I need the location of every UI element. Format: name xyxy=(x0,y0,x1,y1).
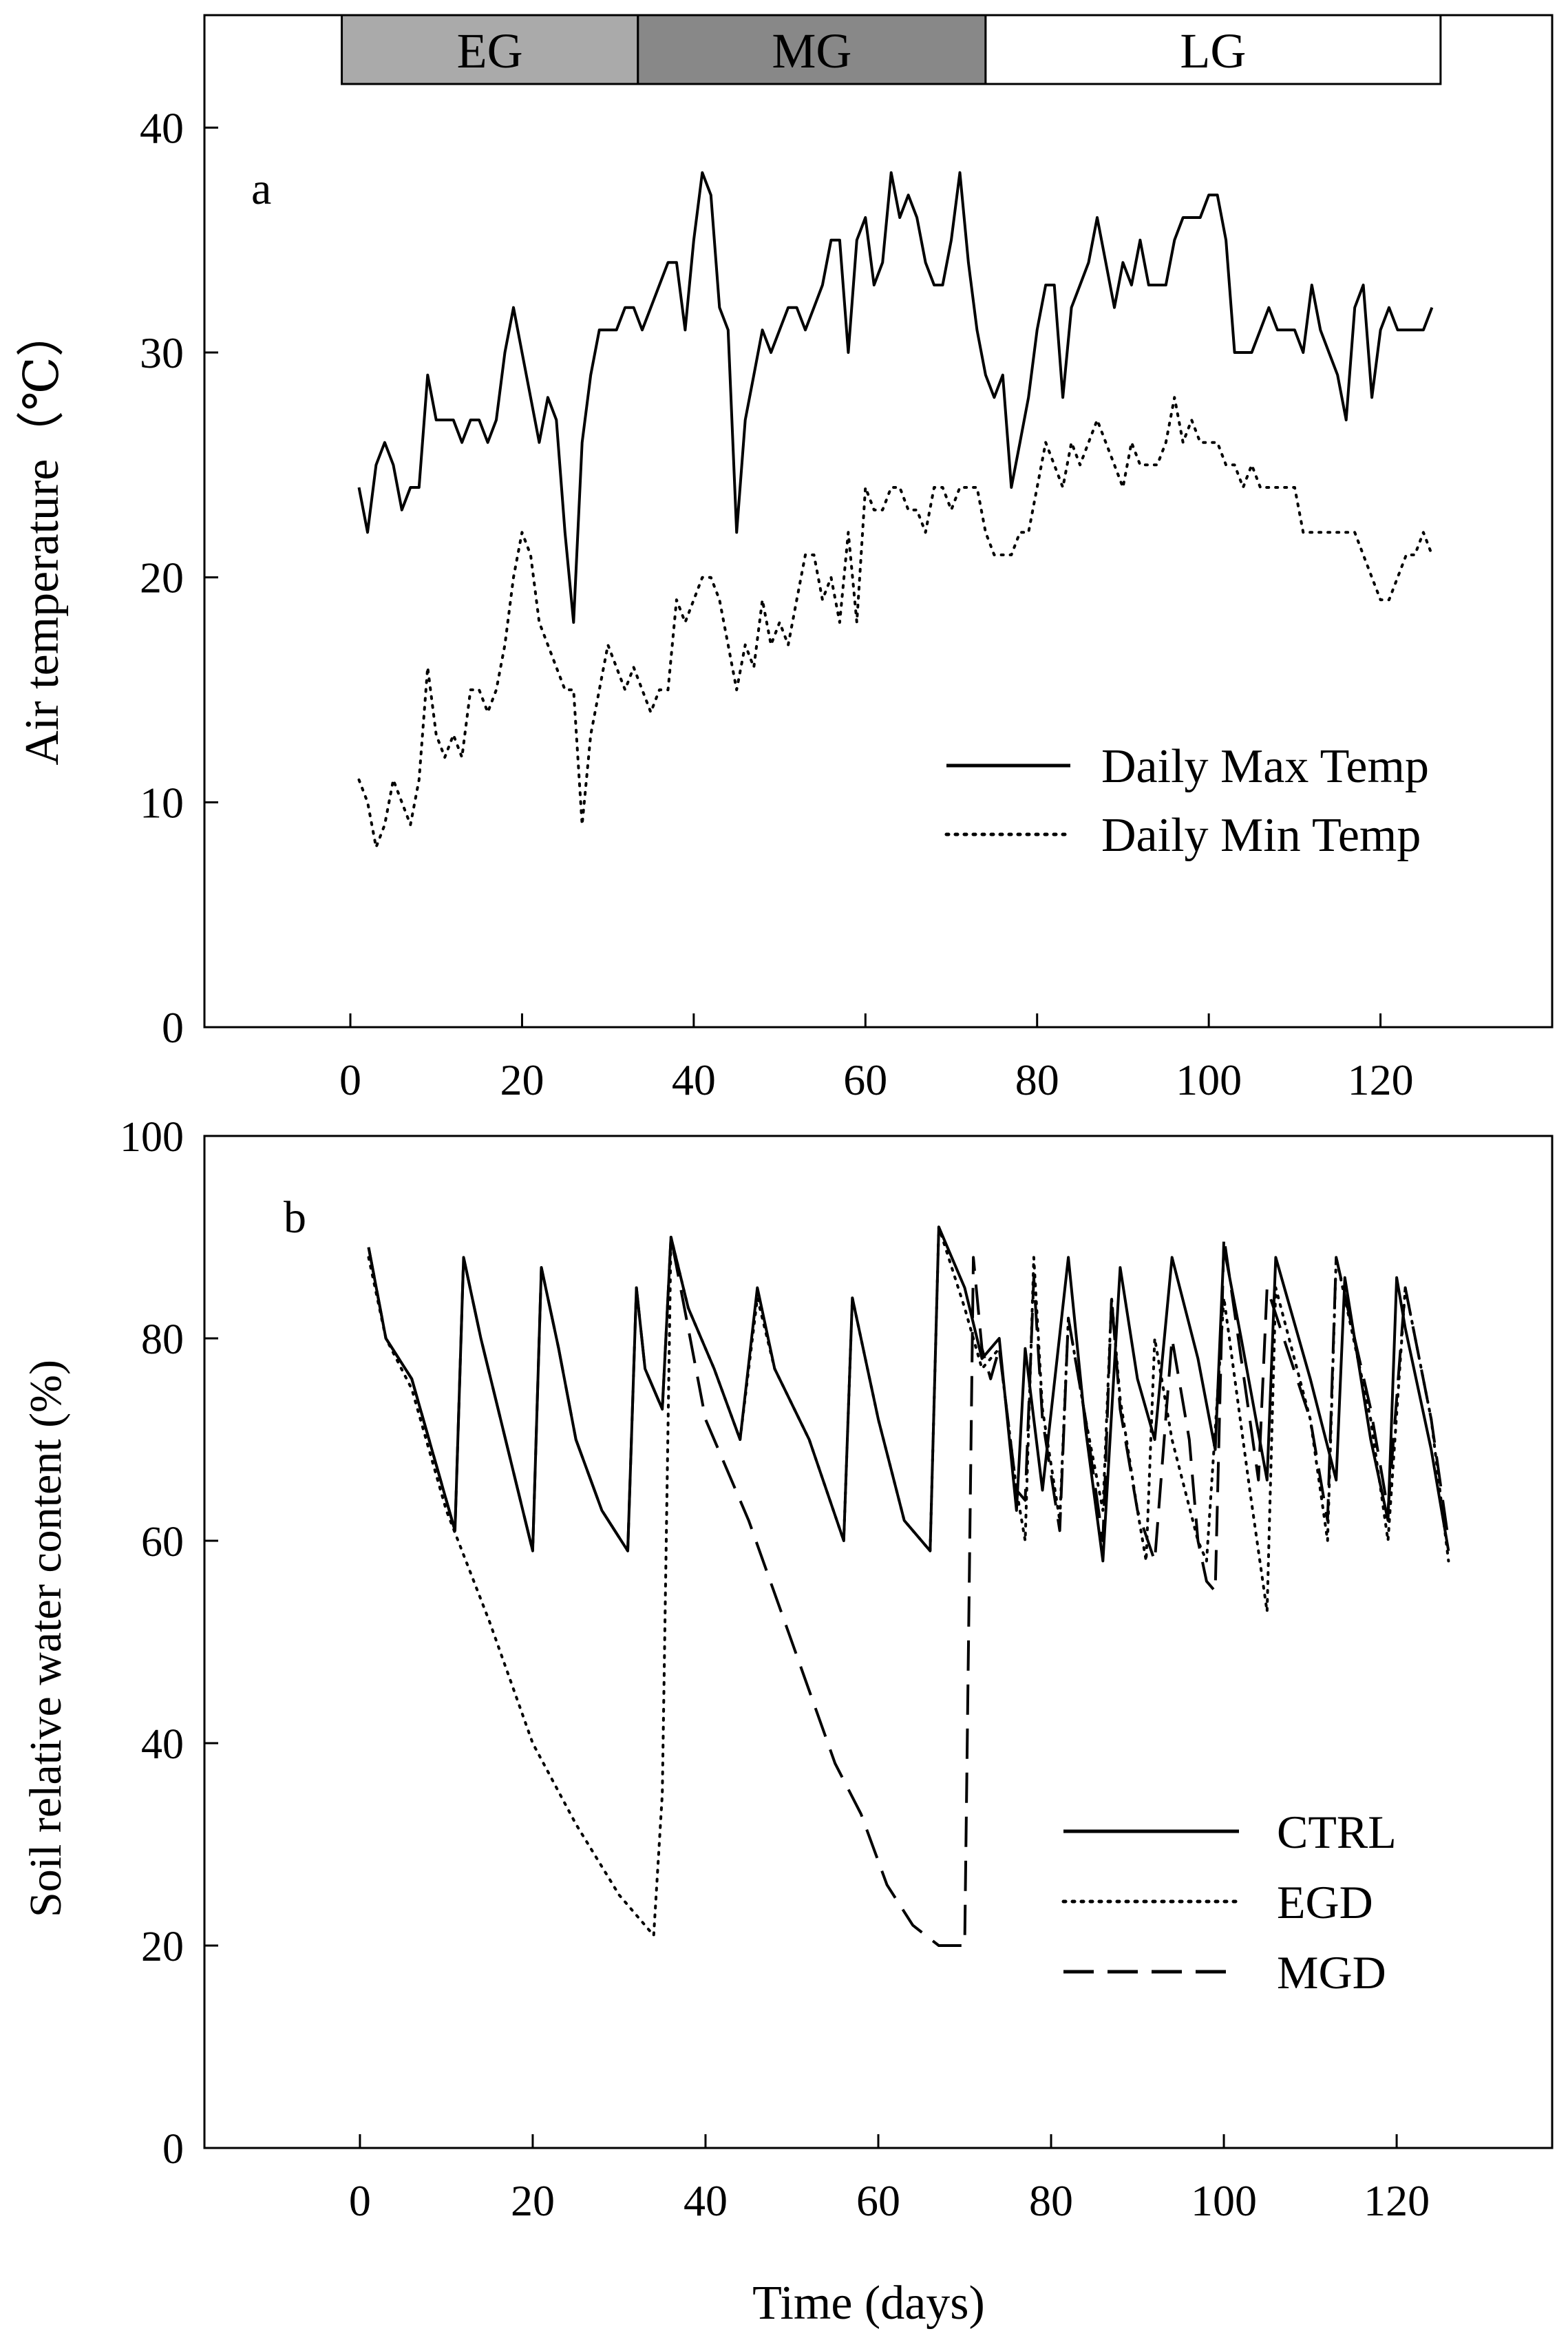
a-x-tick-label: 80 xyxy=(1015,1055,1059,1104)
panel-a-x-axis: 0 20 40 60 80 100 120 xyxy=(339,1013,1414,1104)
panel-b-y-axis-title: Soil relative water content (%) xyxy=(21,1360,71,1917)
panel-b-series xyxy=(367,1225,1450,1947)
b-y-tick-label: 60 xyxy=(141,1519,184,1566)
a-y-tick-label: 30 xyxy=(140,328,184,377)
a-series-daily-min-temp-line xyxy=(357,396,1434,849)
stage-lg-label: LG xyxy=(1180,23,1246,78)
a-legend-label-daily-max-temp: Daily Max Temp xyxy=(1101,740,1429,793)
b-x-tick-label: 120 xyxy=(1364,2176,1430,2225)
a-x-tick-label: 20 xyxy=(500,1055,544,1104)
a-series-daily-max-temp-line xyxy=(357,171,1434,624)
a-legend-label-daily-min-temp: Daily Min Temp xyxy=(1101,809,1421,862)
b-x-tick-label: 20 xyxy=(511,2176,555,2225)
panel-a-series xyxy=(357,171,1434,849)
panel-b-x-axis-title: Time (days) xyxy=(752,2277,985,2330)
panel-a-label: a xyxy=(251,164,271,214)
stage-mg-box xyxy=(637,14,987,85)
growth-stage-bar: EG MG LG xyxy=(341,14,1442,85)
b-series-mgd-line xyxy=(367,1236,1450,1947)
a-x-tick-label: 0 xyxy=(339,1055,361,1104)
b-series-ctrl-line xyxy=(367,1225,1450,1563)
b-legend-label-ctrl: CTRL xyxy=(1277,1806,1397,1858)
a-y-tick-label: 20 xyxy=(140,554,184,602)
a-x-tick-label: 120 xyxy=(1348,1055,1414,1104)
panel-b-y-axis: 0 20 40 60 80 100 xyxy=(120,1114,218,2173)
b-series-egd-line xyxy=(367,1225,1450,1937)
panel-a-air-temperature: EG MG LG 0 10 20 30 40 0 20 40 60 80 100 120 a Air t… xyxy=(16,14,1554,1104)
b-x-tick-label: 80 xyxy=(1029,2176,1073,2225)
panel-a-y-axis-title: Air temperature（℃） xyxy=(16,308,69,765)
panel-a-legend: Daily Max Temp Daily Min Temp xyxy=(944,740,1429,862)
panel-b-label: b xyxy=(284,1192,306,1243)
panel-b-legend: CTRL EGD MGD xyxy=(1061,1806,1397,1999)
a-x-tick-label: 60 xyxy=(843,1055,887,1104)
b-y-tick-label: 40 xyxy=(141,1721,184,1768)
b-x-tick-label: 40 xyxy=(684,2176,728,2225)
stage-lg-box xyxy=(984,14,1442,85)
b-x-tick-label: 60 xyxy=(856,2176,900,2225)
b-y-tick-label: 100 xyxy=(120,1114,184,1161)
panel-b-soil-water-content: 0 20 40 60 80 100 0 20 40 60 80 100 120 b Soil rela… xyxy=(21,1114,1554,2330)
stage-mg-label: MG xyxy=(772,23,851,78)
b-legend-label-mgd: MGD xyxy=(1277,1946,1386,1999)
panel-b-x-axis: 0 20 40 60 80 100 120 xyxy=(349,2134,1430,2225)
stage-eg-label: EG xyxy=(457,23,523,78)
b-y-tick-label: 80 xyxy=(141,1316,184,1363)
b-legend-label-egd: EGD xyxy=(1277,1876,1373,1928)
b-y-tick-label: 0 xyxy=(162,2126,184,2173)
b-y-tick-label: 20 xyxy=(141,1924,184,1970)
b-x-tick-label: 0 xyxy=(349,2176,371,2225)
a-x-tick-label: 100 xyxy=(1176,1055,1242,1104)
a-y-tick-label: 0 xyxy=(162,1003,184,1052)
a-y-tick-label: 40 xyxy=(140,103,184,152)
panel-a-y-axis: 0 10 20 30 40 xyxy=(140,103,218,1052)
a-y-tick-label: 10 xyxy=(140,778,184,827)
panel-a-plot-frame xyxy=(203,14,1554,1029)
stage-eg-box xyxy=(341,14,639,85)
a-x-tick-label: 40 xyxy=(672,1055,716,1104)
b-x-tick-label: 100 xyxy=(1191,2176,1257,2225)
